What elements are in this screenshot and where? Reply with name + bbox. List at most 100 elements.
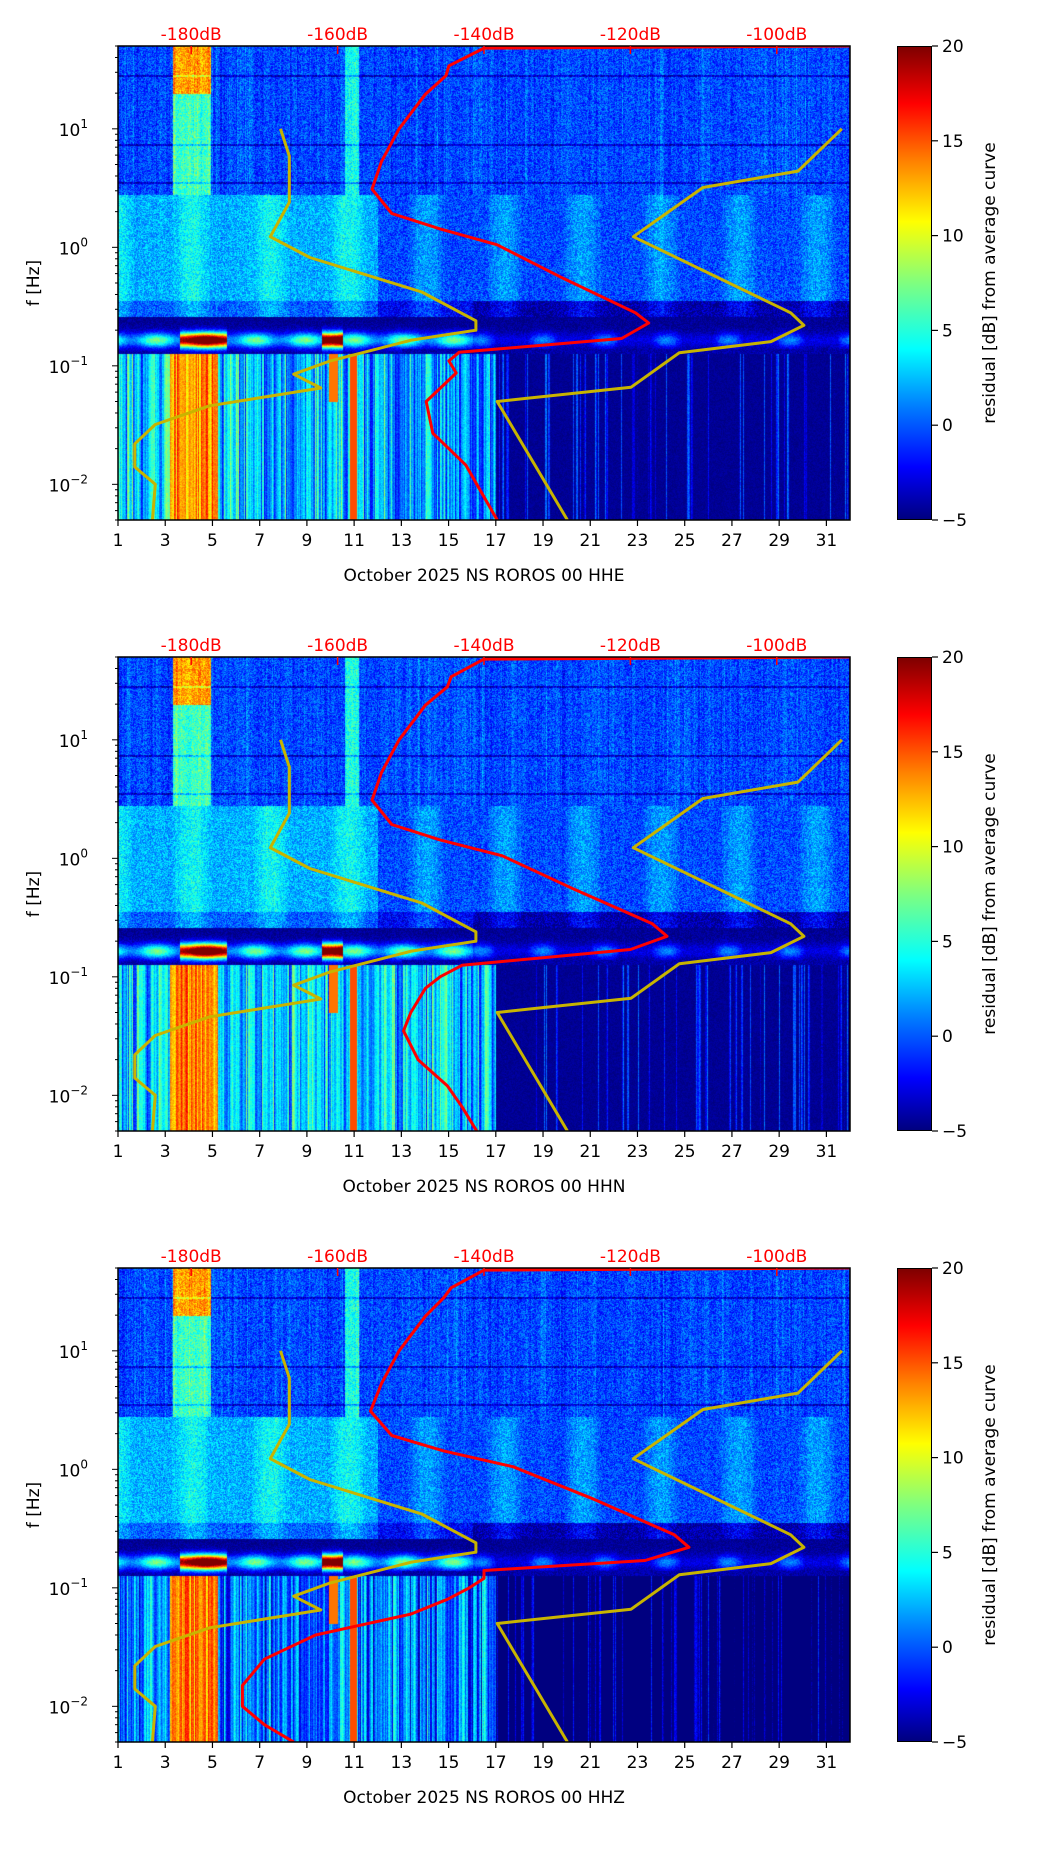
colorbar (897, 46, 932, 520)
colorbar-tick-label: 20 (942, 1259, 964, 1279)
top-db-label: -100dB (746, 636, 807, 656)
psd-curve (240, 1268, 850, 1742)
top-db-label: -120dB (600, 25, 661, 45)
x-axis-label: October 2025 NS ROROS 00 HHE (343, 566, 625, 586)
spectrogram-axes: 1 3 5 7 9 11 13 15 17 19 21 23 25 27 29 31 101 100 10−1 10−… (49, 636, 851, 1162)
x-tick-label: 29 (768, 1753, 790, 1773)
y-tick-base: 10 (49, 476, 71, 496)
y-tick-label: 100 (59, 1457, 88, 1481)
x-tick-label: 9 (301, 531, 312, 551)
axes-frame (117, 656, 851, 1132)
y-tick-label: 101 (59, 728, 88, 752)
x-tick-label: 17 (485, 1142, 507, 1162)
y-tick-exponent: 1 (80, 117, 88, 131)
high-noise-model-curve (495, 127, 843, 520)
psd-curve (370, 657, 850, 1131)
colorbar (897, 657, 932, 1131)
colorbar-ticks: −5 0 5 10 15 20 (932, 1259, 967, 1753)
colorbar-tick-label: 5 (942, 1543, 953, 1563)
x-tick-label: 9 (301, 1142, 312, 1162)
colorbar-tick-label: 0 (942, 1027, 953, 1047)
x-tick-label: 19 (532, 1142, 554, 1162)
colorbar-ticks: −5 0 5 10 15 20 (932, 37, 967, 531)
psd-curve (370, 46, 850, 520)
y-tick-label: 10−1 (49, 354, 88, 378)
y-tick-base: 10 (59, 121, 81, 141)
x-tick-label: 19 (532, 1753, 554, 1773)
colorbar-label: residual [dB] from average curve (980, 142, 1000, 424)
y-tick-exponent: −1 (70, 1576, 88, 1590)
top-db-label: -100dB (746, 1247, 807, 1267)
top-db-label: -160dB (307, 25, 368, 45)
y-tick-base: 10 (49, 1087, 71, 1107)
y-tick-exponent: 1 (80, 728, 88, 742)
y-tick-base: 10 (49, 358, 71, 378)
y-tick-label: 100 (59, 846, 88, 870)
x-tick-label: 29 (768, 531, 790, 551)
x-tick-label: 3 (160, 1142, 171, 1162)
x-tick-label: 25 (674, 1142, 696, 1162)
y-tick-exponent: −2 (70, 1083, 88, 1097)
y-tick-base: 10 (59, 850, 81, 870)
curve-overlay: 1 3 5 7 9 11 13 15 17 19 21 23 25 27 29 3110110010−110−… (49, 1247, 851, 1773)
y-tick-label: 10−1 (49, 965, 88, 989)
colorbar-tick-label: 20 (942, 648, 964, 668)
y-tick-exponent: −1 (70, 354, 88, 368)
y-axis-label: f [Hz] (24, 1481, 44, 1529)
x-tick-label: 25 (674, 1753, 696, 1773)
x-tick-label: 27 (721, 1753, 743, 1773)
curve-overlay: 1 3 5 7 9 11 13 15 17 19 21 23 25 27 29 3110110010−110−… (49, 25, 851, 551)
x-tick-label: 1 (113, 1753, 124, 1773)
colorbar-ticks: −5 0 5 10 15 20 (932, 648, 967, 1142)
colorbar-tick-label: −5 (942, 1733, 967, 1753)
y-tick-base: 10 (59, 732, 81, 752)
x-tick-label: 1 (113, 1142, 124, 1162)
x-tick-label: 7 (254, 1142, 265, 1162)
x-tick-label: 13 (391, 531, 413, 551)
colorbar (897, 1268, 932, 1742)
y-axis-label: f [Hz] (24, 259, 44, 307)
x-tick-label: 3 (160, 531, 171, 551)
colorbar-tick-label: 0 (942, 416, 953, 436)
x-tick-label: 31 (816, 1142, 838, 1162)
y-tick-base: 10 (59, 1461, 81, 1481)
y-tick-label: 10−1 (49, 1576, 88, 1600)
panel-hhz: 1 3 5 7 9 11 13 15 17 19 21 23 25 27 29 31 101 100 10−1 10−… (0, 1247, 1052, 1868)
colorbar-tick-label: 5 (942, 932, 953, 952)
y-tick-exponent: −1 (70, 965, 88, 979)
y-tick-base: 10 (49, 969, 71, 989)
y-tick-exponent: −2 (70, 472, 88, 486)
x-tick-label: 21 (579, 531, 601, 551)
x-tick-label: 25 (674, 531, 696, 551)
colorbar-tick-label: 5 (942, 321, 953, 341)
colorbar-tick-label: 10 (942, 1449, 964, 1469)
colorbar-tick-label: 0 (942, 1638, 953, 1658)
colorbar-tick-label: 20 (942, 37, 964, 57)
curve-overlay: 1 3 5 7 9 11 13 15 17 19 21 23 25 27 29 3110110010−110−… (49, 636, 851, 1162)
x-tick-label: 1 (113, 531, 124, 551)
low-noise-model-curve (133, 1350, 478, 1742)
high-noise-model-curve (495, 738, 843, 1131)
y-tick-exponent: −2 (70, 1694, 88, 1708)
panel-hhe: 1 3 5 7 9 11 13 15 17 19 21 23 25 27 29 31 101 100 10−1 10−… (0, 25, 1052, 646)
y-tick-exponent: 0 (80, 846, 88, 860)
x-tick-label: 15 (438, 1753, 460, 1773)
x-tick-label: 5 (207, 531, 218, 551)
x-tick-label: 11 (343, 531, 365, 551)
top-db-label: -140dB (453, 636, 514, 656)
low-noise-model-curve (133, 128, 478, 520)
top-db-label: -120dB (600, 636, 661, 656)
x-tick-label: 21 (579, 1142, 601, 1162)
colorbar-label: residual [dB] from average curve (980, 753, 1000, 1035)
colorbar-label: residual [dB] from average curve (980, 1364, 1000, 1646)
x-tick-label: 17 (485, 531, 507, 551)
x-tick-label: 23 (627, 1753, 649, 1773)
x-tick-label: 17 (485, 1753, 507, 1773)
x-tick-label: 5 (207, 1753, 218, 1773)
x-tick-label: 27 (721, 1142, 743, 1162)
colorbar-tick-label: 15 (942, 743, 964, 763)
y-tick-base: 10 (49, 1580, 71, 1600)
x-tick-label: 21 (579, 1753, 601, 1773)
x-tick-label: 19 (532, 531, 554, 551)
top-db-label: -100dB (746, 25, 807, 45)
